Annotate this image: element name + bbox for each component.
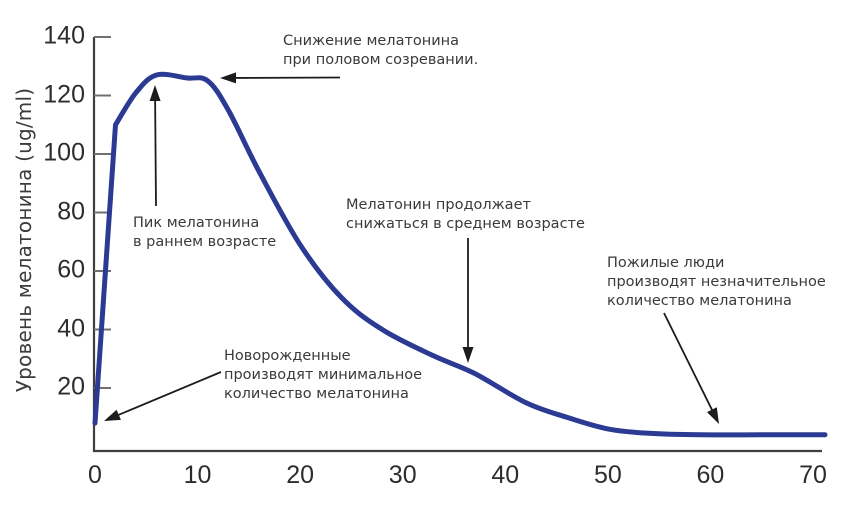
x-tick-label: 20 <box>286 461 315 489</box>
melatonin-curve <box>92 71 828 438</box>
axes <box>92 37 822 453</box>
annotation-line: Пик мелатонина <box>133 215 260 231</box>
annotation-arrow-line-elderly <box>663 312 714 412</box>
annotation-newborn: Новорожденные производят минимальное колич… <box>224 347 422 404</box>
annotation-line: Снижение мелатонина <box>283 33 460 49</box>
x-tick-label: 70 <box>799 461 827 489</box>
annotation-puberty: Снижение мелатонина при половом созревани… <box>283 32 478 70</box>
y-tick-label: 40 <box>57 313 85 342</box>
x-tick-label: 50 <box>593 461 622 489</box>
x-tick-label: 40 <box>491 461 520 489</box>
annotation-arrowhead-newborn <box>104 409 121 421</box>
annotation-line: в раннем возрасте <box>133 234 277 250</box>
annotation-arrow-line-peak <box>154 98 157 207</box>
x-tick-label: 10 <box>183 461 212 489</box>
y-tick-label: 120 <box>43 79 85 108</box>
annotation-elderly: Пожилые люди производят незначительное кол… <box>607 254 826 311</box>
y-tick-label: 80 <box>57 196 85 225</box>
y-tick-label: 100 <box>43 138 85 167</box>
annotation-arrow-line-newborn <box>116 371 222 417</box>
annotation-line: количество мелатонина <box>224 386 409 402</box>
annotation-line: Пожилые люди <box>607 255 725 271</box>
x-tick-label: 60 <box>696 461 725 489</box>
annotation-line: Новорожденные <box>224 348 351 364</box>
x-tick-label: 30 <box>388 461 417 489</box>
y-axis-title: Уровень мелатонина (ug/ml) <box>12 87 36 393</box>
y-tick-label: 60 <box>57 255 85 284</box>
annotation-line: снижаться в среднем возрасте <box>346 216 585 232</box>
annotation-arrowhead-peak <box>149 85 161 101</box>
annotation-line: производят минимальное <box>224 367 423 383</box>
annotation-arrowhead-midlife <box>462 347 474 363</box>
y-tick-label: 140 <box>43 21 85 50</box>
annotation-arrowhead-elderly <box>707 407 719 424</box>
annotation-line: при половом созревании. <box>283 52 479 68</box>
x-tick-label: 0 <box>88 461 102 489</box>
y-tick-label: 20 <box>57 372 85 401</box>
annotation-midlife: Мелатонин продолжает снижаться в среднем … <box>346 196 585 234</box>
annotation-arrowhead-puberty <box>220 72 236 84</box>
annotation-line: Мелатонин продолжает <box>346 197 531 213</box>
annotation-line: количество мелатонина <box>607 293 792 309</box>
annotation-peak: Пик мелатонина в раннем возрасте <box>133 214 276 252</box>
annotation-line: производят незначительное <box>607 274 826 290</box>
